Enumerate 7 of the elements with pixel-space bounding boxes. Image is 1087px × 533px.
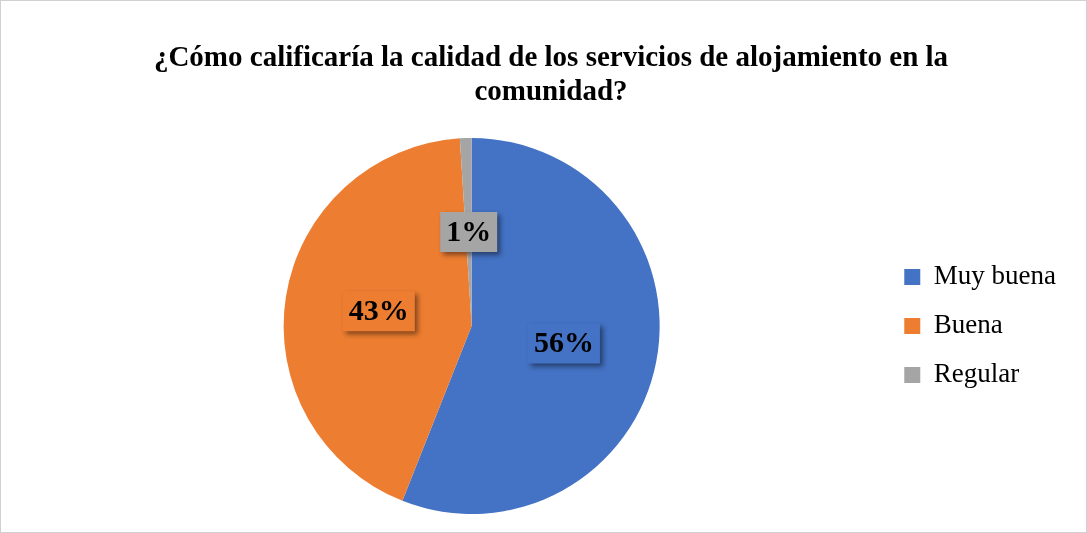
- legend-label: Buena: [933, 309, 1003, 340]
- legend-label: Muy buena: [933, 260, 1057, 291]
- data-label: 1%: [446, 213, 492, 247]
- data-label: 43%: [348, 293, 409, 327]
- chart-title: ¿Cómo calificaría la calidad de los servicios de alojamiento en la comunidad?: [152, 39, 950, 107]
- data-label: 56%: [533, 325, 594, 359]
- legend-label: Regular: [933, 358, 1020, 389]
